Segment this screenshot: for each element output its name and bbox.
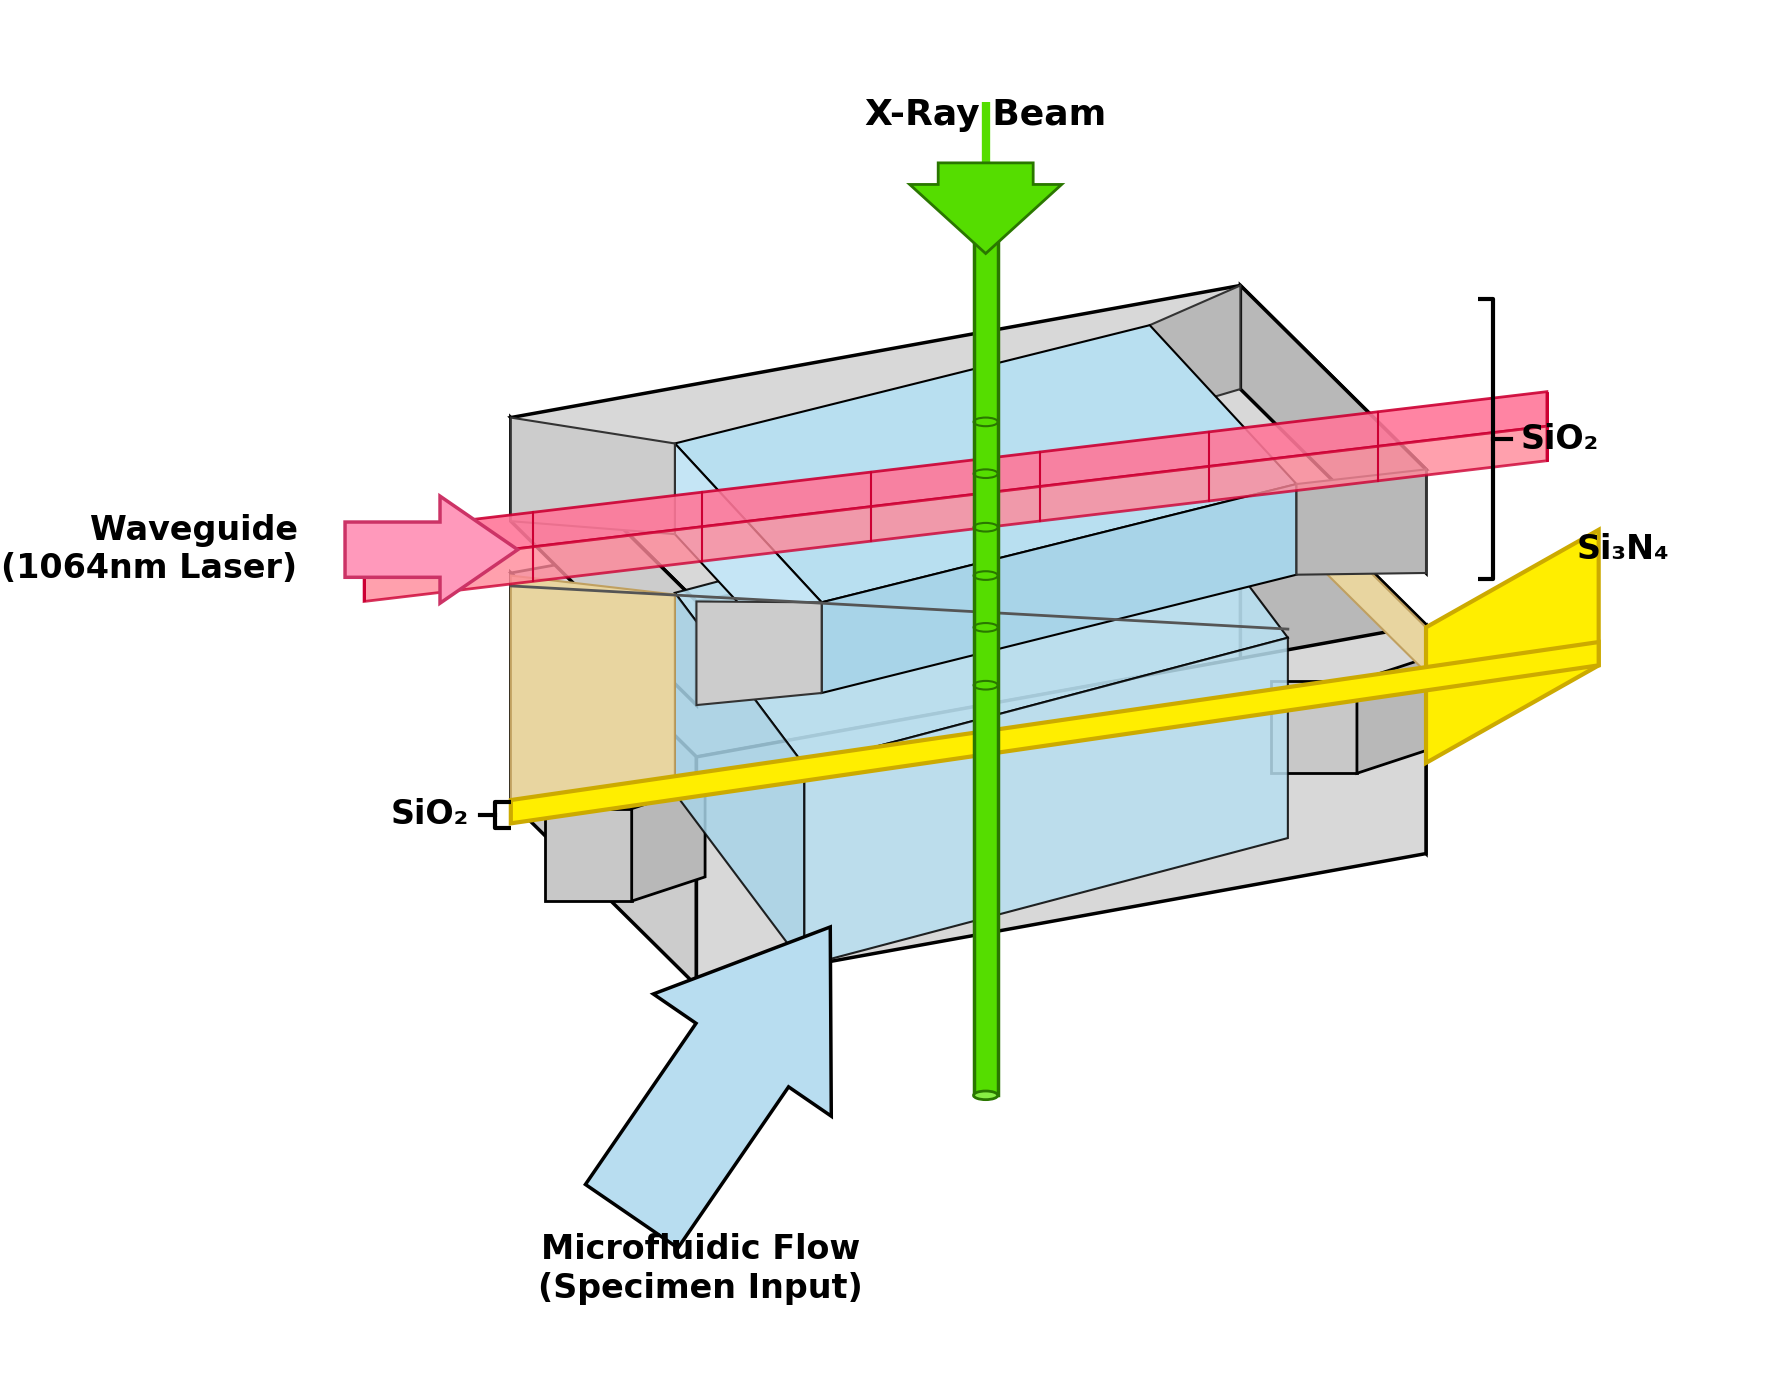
- Polygon shape: [805, 638, 1289, 966]
- Polygon shape: [675, 325, 1296, 602]
- Polygon shape: [511, 285, 1426, 602]
- Polygon shape: [1426, 530, 1598, 764]
- Polygon shape: [1356, 656, 1431, 773]
- Text: Si₃N₄: Si₃N₄: [1577, 533, 1670, 567]
- Polygon shape: [345, 496, 518, 603]
- Polygon shape: [1241, 285, 1426, 572]
- Polygon shape: [365, 426, 1547, 602]
- Text: Microfluidic Flow
(Specimen Input): Microfluidic Flow (Specimen Input): [538, 1234, 863, 1305]
- Text: Waveguide
(1064nm Laser): Waveguide (1064nm Laser): [2, 514, 297, 585]
- Text: SiO₂: SiO₂: [392, 799, 470, 831]
- Polygon shape: [511, 417, 696, 705]
- Polygon shape: [675, 444, 822, 692]
- Polygon shape: [511, 575, 675, 801]
- Ellipse shape: [974, 232, 999, 240]
- Polygon shape: [511, 417, 675, 535]
- Polygon shape: [696, 625, 1426, 986]
- Ellipse shape: [974, 1092, 999, 1100]
- Polygon shape: [1241, 441, 1426, 853]
- Polygon shape: [545, 808, 632, 900]
- Polygon shape: [511, 441, 1426, 757]
- Polygon shape: [511, 572, 696, 986]
- Polygon shape: [822, 484, 1296, 692]
- Polygon shape: [696, 602, 822, 705]
- Polygon shape: [1296, 469, 1426, 575]
- Polygon shape: [1150, 285, 1241, 416]
- Polygon shape: [632, 785, 705, 900]
- Polygon shape: [910, 163, 1061, 254]
- Text: X-Ray Beam: X-Ray Beam: [865, 98, 1107, 133]
- Polygon shape: [511, 642, 1598, 824]
- Polygon shape: [586, 927, 831, 1248]
- Polygon shape: [675, 593, 805, 966]
- Text: SiO₂: SiO₂: [1520, 423, 1598, 455]
- Polygon shape: [1271, 681, 1356, 773]
- Polygon shape: [1241, 444, 1426, 673]
- Polygon shape: [365, 392, 1547, 567]
- Polygon shape: [675, 465, 1289, 765]
- Bar: [974, 236, 999, 1096]
